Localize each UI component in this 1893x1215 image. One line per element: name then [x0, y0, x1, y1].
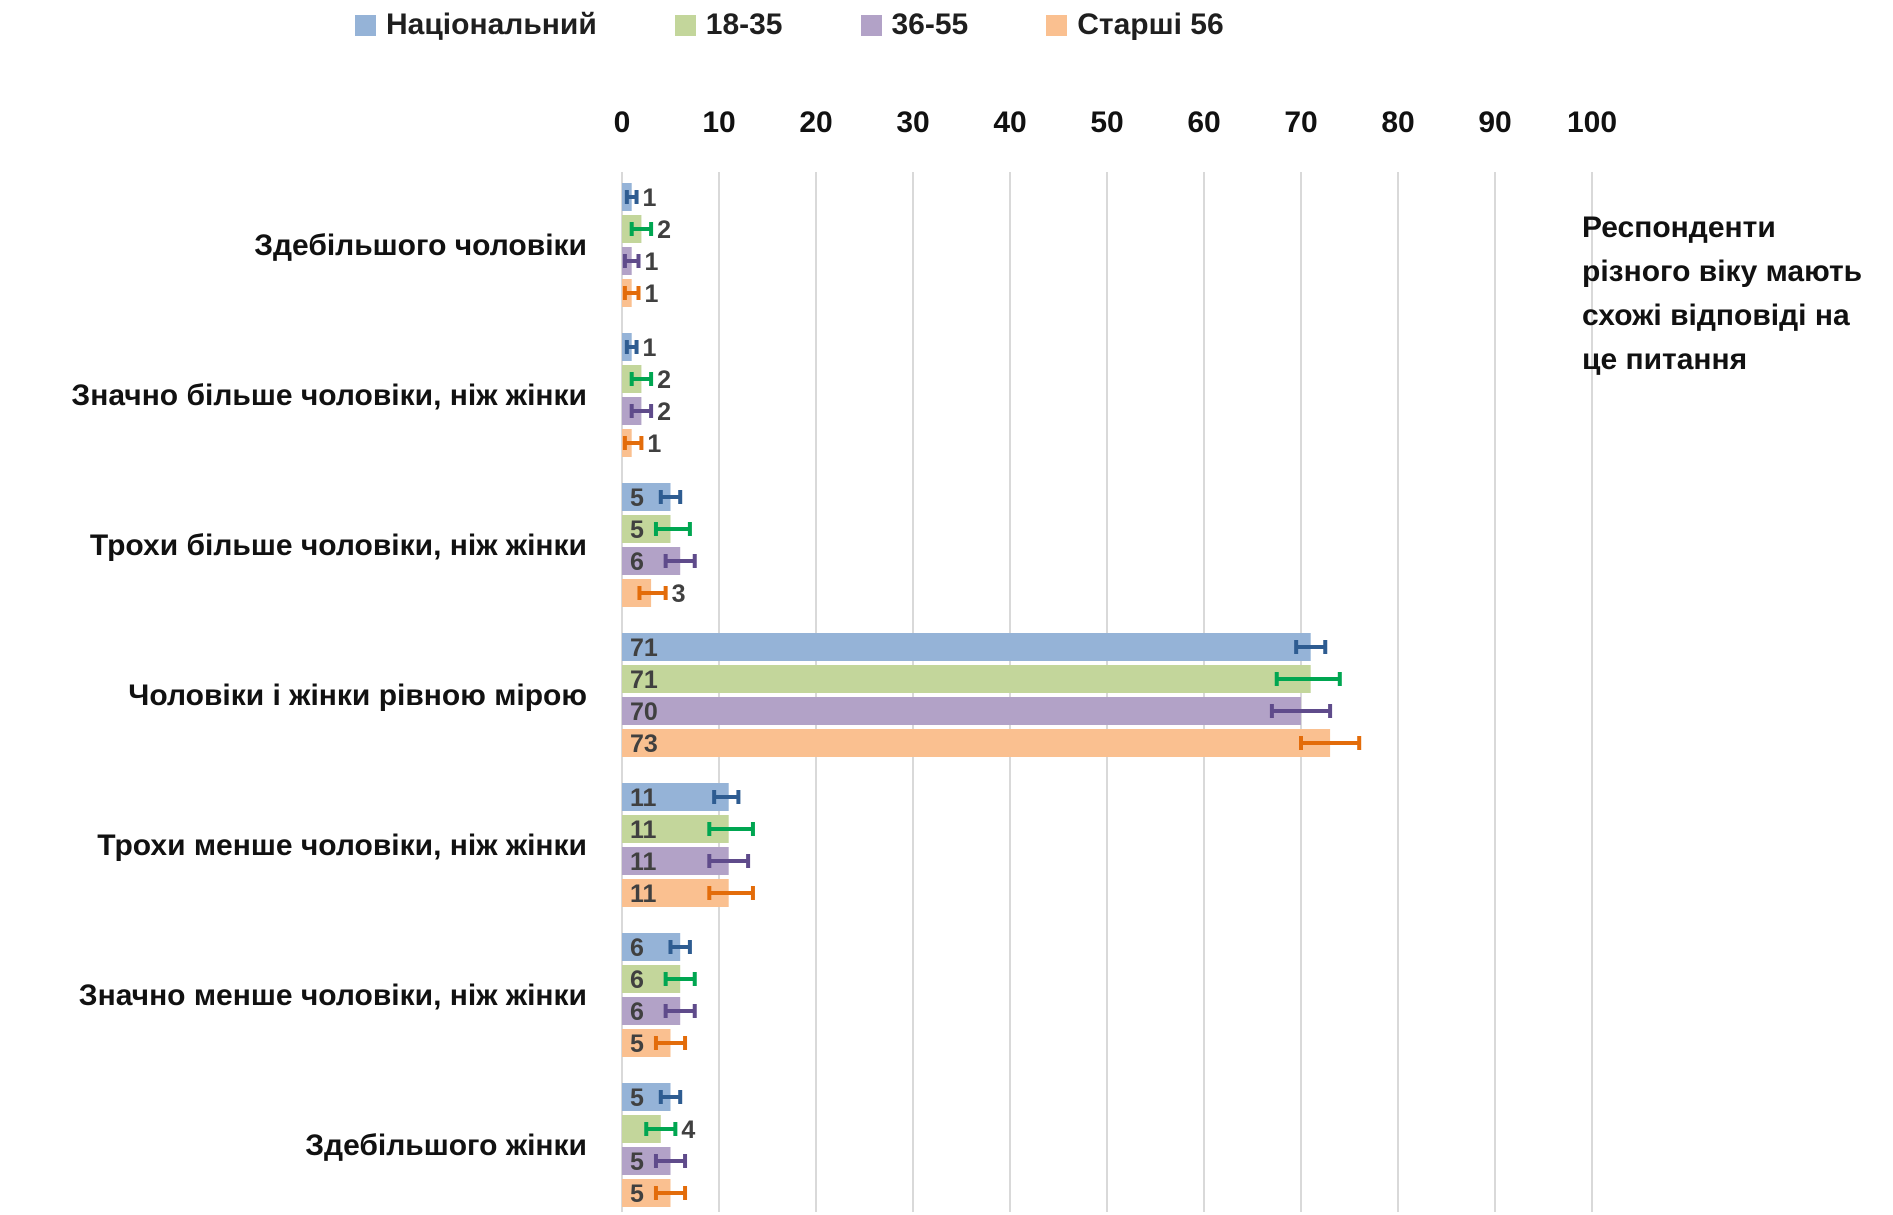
- legend-item-18-35: 18-35: [674, 8, 783, 42]
- x-tick-label-30: 30: [896, 106, 929, 139]
- value-label-s1-c0: 2: [657, 216, 671, 244]
- value-label-s2-c1: 2: [657, 398, 671, 426]
- value-label-s0-c1: 1: [643, 334, 657, 362]
- value-label-s1-c5: 6: [630, 966, 644, 994]
- category-label-2: Трохи більше чоловіки, ніж жінки: [90, 529, 587, 562]
- value-label-s3-c6: 5: [630, 1180, 644, 1208]
- category-label-0: Здебільшого чоловіки: [254, 229, 587, 262]
- legend-swatch-36-55: [860, 14, 882, 36]
- x-tick-label-50: 50: [1090, 106, 1123, 139]
- value-label-s0-c6: 5: [630, 1084, 644, 1112]
- value-label-s1-c2: 5: [630, 516, 644, 544]
- value-label-s3-c0: 1: [644, 280, 658, 308]
- category-label-1: Значно більше чоловіки, ніж жінки: [71, 379, 587, 412]
- legend-swatch-18-35: [674, 14, 696, 36]
- x-tick-label-60: 60: [1187, 106, 1220, 139]
- value-label-s0-c4: 11: [630, 784, 657, 812]
- value-label-s3-c1: 1: [647, 430, 661, 458]
- value-label-s2-c0: 1: [644, 248, 658, 276]
- value-label-s2-c2: 6: [630, 548, 644, 576]
- value-label-s3-c4: 11: [630, 880, 657, 908]
- value-label-s1-c4: 11: [630, 816, 657, 844]
- legend-swatch-national: [355, 14, 376, 36]
- bar-s2-c3: [622, 697, 1301, 725]
- value-label-s2-c4: 11: [630, 848, 657, 876]
- legend-item-36-55: 36-55: [860, 8, 969, 42]
- chart-annotation: Респонденти різного віку мають схожі від…: [1582, 211, 1863, 376]
- category-label-3: Чоловіки і жінки рівною мірою: [128, 679, 587, 712]
- value-label-s1-c3: 71: [630, 666, 658, 694]
- value-label-s1-c1: 2: [657, 366, 671, 394]
- value-label-s0-c5: 6: [630, 934, 644, 962]
- legend-item-56-plus: Старші 56: [1046, 8, 1224, 42]
- x-tick-label-0: 0: [614, 106, 631, 139]
- value-label-s0-c2: 5: [630, 484, 644, 512]
- x-tick-label-40: 40: [993, 106, 1026, 139]
- bar-s3-c3: [622, 729, 1331, 757]
- x-tick-label-90: 90: [1478, 106, 1511, 139]
- legend-item-national: Національний: [355, 8, 597, 42]
- bar-s0-c3: [622, 633, 1311, 661]
- legend-swatch-56-plus: [1046, 14, 1068, 36]
- value-label-s0-c3: 71: [630, 634, 658, 662]
- value-label-s0-c0: 1: [643, 184, 657, 212]
- value-label-s3-c2: 3: [672, 580, 686, 608]
- value-label-s3-c5: 5: [630, 1030, 644, 1058]
- x-tick-label-80: 80: [1381, 106, 1414, 139]
- category-label-6: Здебільшого жінки: [305, 1129, 587, 1162]
- value-label-s1-c6: 4: [681, 1116, 695, 1144]
- x-tick-label-20: 20: [799, 106, 832, 139]
- value-label-s2-c5: 6: [630, 998, 644, 1026]
- legend-label-18-35: 18-35: [705, 8, 783, 41]
- category-label-5: Значно менше чоловіки, ніж жінки: [79, 979, 587, 1012]
- category-label-4: Трохи менше чоловіки, ніж жінки: [97, 829, 587, 862]
- legend: Національний 18-35 36-55 Старші 56: [355, 8, 1224, 42]
- bar-s1-c3: [622, 665, 1311, 693]
- x-tick-label-10: 10: [702, 106, 735, 139]
- legend-label-national: Національний: [386, 8, 597, 41]
- x-tick-label-100: 100: [1567, 106, 1617, 139]
- x-tick-label-70: 70: [1284, 106, 1317, 139]
- value-label-s2-c3: 70: [630, 698, 658, 726]
- value-label-s3-c3: 73: [630, 730, 658, 758]
- bar-s0-c4: [622, 783, 729, 811]
- value-label-s2-c6: 5: [630, 1148, 644, 1176]
- legend-label-36-55: 36-55: [891, 8, 969, 41]
- legend-label-56-plus: Старші 56: [1077, 8, 1224, 41]
